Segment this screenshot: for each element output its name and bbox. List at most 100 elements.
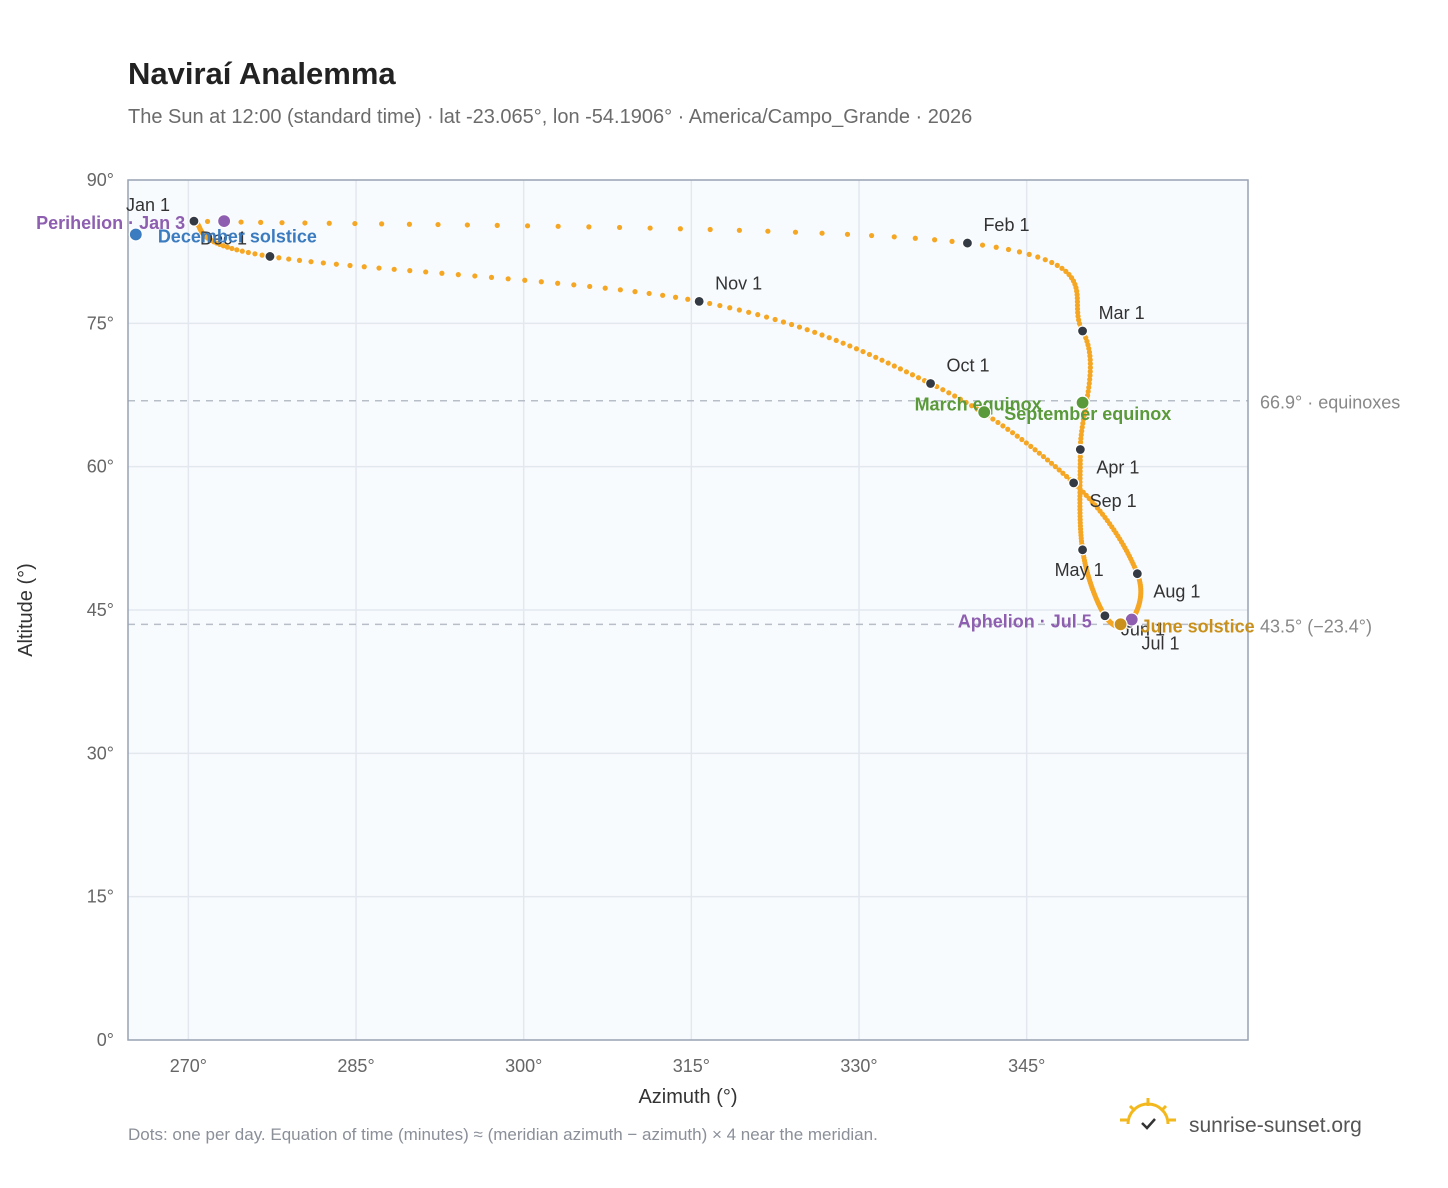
sun-dot — [866, 351, 873, 358]
sun-dot — [555, 280, 561, 286]
event-marker-dot — [1113, 617, 1128, 632]
sunrise-logo-icon — [1120, 1098, 1176, 1130]
x-tick-label: 285° — [337, 1056, 374, 1076]
sun-dot — [423, 269, 429, 275]
sun-dot — [1087, 372, 1093, 379]
sun-dot — [796, 324, 803, 330]
sun-dot — [952, 393, 958, 399]
reference-lines: 66.9° · equinoxes 43.5° (−23.4°) — [128, 393, 1400, 636]
sun-dot — [897, 366, 904, 372]
sun-dot — [780, 319, 787, 325]
sun-dot — [1087, 368, 1093, 375]
sun-dot — [647, 225, 653, 231]
sun-dot — [379, 221, 385, 227]
axis-ticks: 270° 285° 300° 315° 330° 345° 0° 15° 30° 45° 60° 75… — [87, 170, 1046, 1076]
sun-dot — [587, 283, 593, 290]
sun-dot — [1044, 457, 1051, 463]
sun-dot — [229, 245, 235, 252]
event-marker-dot — [128, 227, 143, 242]
sun-dot — [1040, 453, 1047, 460]
chart-title: Naviraí Analemma — [128, 56, 396, 91]
sun-dot — [1087, 361, 1093, 367]
sun-dot — [1056, 467, 1062, 473]
sun-dot — [320, 260, 326, 266]
sun-dot — [685, 296, 691, 302]
sun-dot — [1035, 254, 1041, 260]
brand-name: sunrise-sunset.org — [1189, 1114, 1362, 1137]
sun-dot — [258, 219, 264, 225]
sun-dot — [946, 390, 952, 396]
event-marker-label: March equinox — [915, 395, 1042, 415]
month-marker-label: Feb 1 — [983, 215, 1029, 235]
month-marker-label: Jul 1 — [1142, 633, 1180, 653]
x-tick-label: 270° — [170, 1056, 207, 1076]
y-axis-label: Altitude (°) — [15, 563, 37, 657]
chart-subtitle: The Sun at 12:00 (standard time) · lat -… — [128, 106, 972, 128]
sun-dot — [1060, 470, 1066, 476]
sun-dot — [617, 287, 623, 293]
sun-dot — [993, 244, 999, 250]
sun-dot — [1028, 443, 1034, 449]
sun-dot — [252, 251, 258, 257]
sun-dot — [963, 399, 969, 406]
sun-dot — [522, 277, 528, 283]
event-marker-label: Aphelion · Jul 5 — [958, 612, 1092, 632]
sun-dot — [763, 314, 770, 320]
sun-dot — [1074, 302, 1081, 308]
sun-dot — [932, 237, 938, 243]
sun-dot — [736, 307, 742, 313]
sun-dot — [746, 309, 752, 315]
sun-dot — [1081, 412, 1087, 419]
sun-dot — [555, 223, 561, 229]
grid-lines — [128, 180, 1248, 1040]
x-tick-label: 330° — [840, 1056, 877, 1076]
sun-dot — [660, 292, 666, 298]
sun-dot — [860, 348, 866, 355]
sun-dot — [812, 329, 818, 335]
sun-dot — [439, 270, 445, 276]
sun-dot — [524, 223, 531, 229]
month-marker-dot — [1131, 568, 1143, 580]
sun-dot — [879, 357, 885, 363]
sun-dot — [765, 228, 771, 234]
sun-dot — [1087, 353, 1093, 359]
sun-dot — [891, 363, 897, 369]
sun-dot — [833, 337, 839, 344]
sun-dot — [844, 231, 851, 237]
sun-dot — [376, 265, 382, 271]
sun-dot — [1077, 465, 1083, 471]
sun-dot — [1077, 457, 1083, 463]
sun-dot — [1042, 257, 1048, 263]
sun-dot — [602, 285, 608, 291]
sun-dot — [406, 221, 413, 227]
sun-dot — [903, 369, 910, 375]
sun-dot — [616, 224, 623, 231]
sun-dot — [1079, 424, 1085, 430]
sun-dot — [727, 305, 733, 311]
y-tick-label: 15° — [87, 887, 114, 907]
sun-dot — [1005, 246, 1012, 253]
sun-dot — [1086, 380, 1092, 387]
sun-dot — [391, 266, 397, 272]
month-marker-dot — [1076, 325, 1089, 337]
month-marker-dot — [188, 215, 200, 227]
sun-dot — [1026, 251, 1032, 257]
sun-dot — [707, 226, 713, 233]
sun-dot — [347, 262, 353, 269]
sun-dot — [772, 316, 778, 323]
month-marker-dot — [1074, 443, 1086, 456]
y-tick-label: 60° — [87, 457, 114, 477]
sun-dot — [1054, 262, 1060, 268]
sun-dot — [538, 279, 544, 285]
sun-dot — [957, 396, 964, 402]
month-marker-label: Oct 1 — [947, 356, 990, 376]
sun-dot — [333, 261, 339, 267]
sun-dot — [1087, 357, 1093, 363]
month-marker-dot — [1076, 544, 1089, 556]
sun-dot — [1023, 440, 1029, 446]
event-marker-label: Perihelion · Jan 3 — [36, 213, 185, 233]
sun-dot — [407, 268, 413, 274]
event-marker-label: September equinox — [1004, 404, 1171, 424]
sun-dot — [1077, 486, 1083, 492]
sun-dot — [361, 264, 367, 270]
